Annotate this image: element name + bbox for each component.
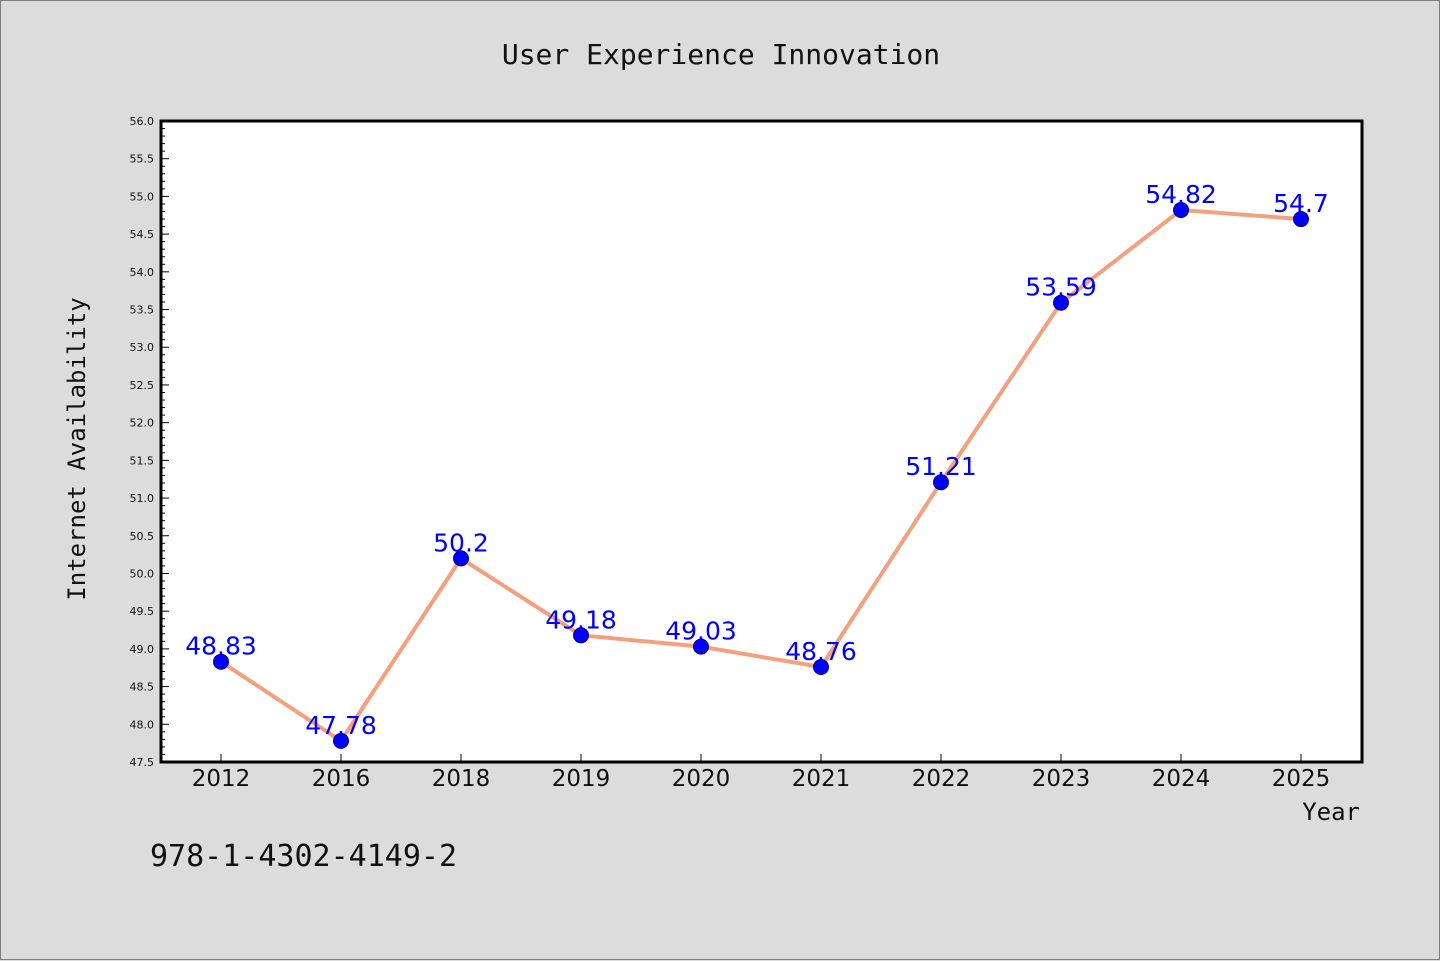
data-point [333, 732, 349, 749]
series-line [219, 207, 1303, 743]
y-tick-label: 48.5 [130, 681, 155, 694]
x-tick-label: 2018 [432, 766, 491, 792]
data-label: 53.59 [1025, 273, 1097, 302]
y-axis-tick-labels: 47.5 48.0 48.5 49.0 49.5 50.0 50.5 51.0 51.5 52.0… [130, 115, 155, 769]
y-tick-label: 52.5 [130, 379, 155, 392]
data-label: 48.76 [785, 637, 857, 666]
y-tick-label: 55.0 [130, 190, 155, 203]
x-tick-label: 2024 [1152, 766, 1211, 792]
data-label: 50.2 [433, 528, 489, 557]
x-tick-label: 2012 [192, 766, 251, 792]
x-tick-label: 2022 [912, 766, 971, 792]
y-tick-label: 51.5 [130, 454, 155, 467]
data-point [573, 627, 589, 644]
y-tick-label: 54.5 [130, 228, 155, 241]
data-point [1173, 201, 1189, 218]
x-tick-label: 2020 [672, 766, 731, 792]
data-label: 47.78 [305, 711, 377, 740]
data-label: 48.83 [185, 632, 257, 661]
data-label: 49.18 [545, 605, 617, 634]
y-tick-label: 50.0 [130, 567, 155, 580]
data-label: 54.7 [1273, 189, 1329, 218]
y-tick-label: 51.0 [130, 492, 155, 505]
y-tick-label: 53.0 [130, 341, 155, 354]
y-tick-label: 54.0 [130, 266, 155, 279]
x-axis-label: Year [1302, 798, 1360, 826]
y-axis-ticks [161, 120, 169, 763]
series-line-group [219, 207, 1303, 743]
y-axis-label: Internet Availability [63, 297, 91, 600]
data-point [813, 658, 829, 675]
y-tick-label: 50.5 [130, 530, 155, 543]
data-label: 54.82 [1145, 180, 1217, 209]
data-point [933, 474, 949, 491]
x-tick-label: 2016 [312, 766, 371, 792]
data-point [213, 653, 229, 670]
isbn-annotation: 978-1-4302-4149-2 [150, 839, 457, 874]
data-point [453, 550, 469, 567]
chart-title: User Experience Innovation [502, 38, 940, 71]
data-label: 49.03 [665, 617, 737, 646]
data-label: 51.21 [905, 452, 977, 481]
x-axis-ticks [220, 754, 1302, 762]
y-tick-label: 56.0 [130, 115, 155, 128]
y-tick-label: 52.0 [130, 417, 155, 430]
x-tick-label: 2021 [792, 766, 851, 792]
data-point [693, 638, 709, 655]
data-point [1053, 294, 1069, 311]
y-tick-label: 49.0 [130, 643, 155, 656]
x-tick-label: 2023 [1032, 766, 1091, 792]
y-tick-label: 48.0 [130, 718, 155, 731]
data-point [1293, 211, 1309, 228]
x-tick-label: 2019 [552, 766, 611, 792]
y-tick-label: 55.5 [130, 153, 155, 166]
data-labels: 48.83 47.78 50.2 49.18 49.03 48.76 51.21 53.59 5… [185, 180, 1329, 740]
x-tick-label: 2025 [1272, 766, 1331, 792]
x-axis-tick-labels: 2012 2016 2018 2019 2020 2021 2022 2023 2024 2025 [192, 766, 1331, 792]
y-tick-label: 47.5 [130, 756, 155, 769]
series-markers [213, 201, 1309, 749]
y-tick-label: 53.5 [130, 304, 155, 317]
y-tick-label: 49.5 [130, 605, 155, 618]
